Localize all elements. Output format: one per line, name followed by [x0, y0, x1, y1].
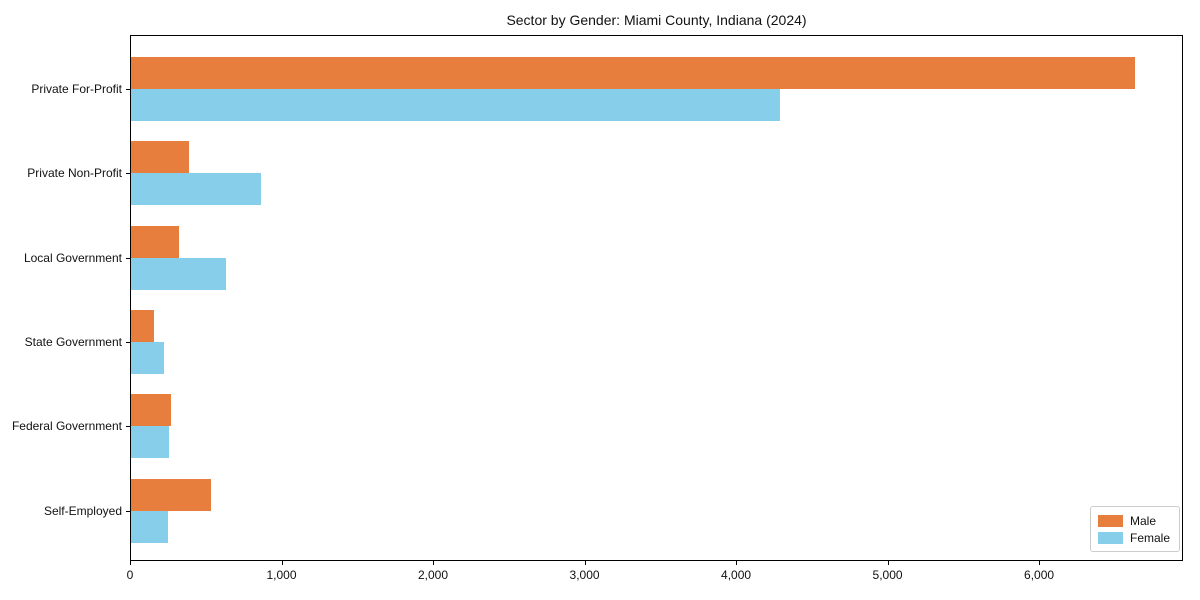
x-tick-label-3000: 3,000 — [569, 568, 600, 582]
bar-female-local-government — [131, 257, 226, 290]
y-tick-label-private-non-profit: Private Non-Profit — [27, 166, 122, 181]
x-tick-mark — [736, 561, 738, 565]
x-tick-mark — [130, 561, 131, 565]
y-tick-mark — [126, 341, 130, 343]
x-tick-label-0: 0 — [126, 568, 134, 582]
x-tick-mark — [1039, 561, 1041, 565]
x-tick-label-1000: 1,000 — [266, 568, 297, 582]
legend-item-male: Male — [1098, 512, 1172, 529]
legend-label-male: Male — [1130, 513, 1157, 528]
legend-label-female: Female — [1130, 530, 1171, 545]
plot-area — [130, 35, 1183, 561]
bar-male-local-government — [131, 225, 179, 258]
y-tick-mark — [126, 89, 130, 90]
x-tick-mark — [584, 561, 586, 565]
y-tick-label-private-for-profit: Private For-Profit — [31, 82, 122, 96]
legend-item-female: Female — [1098, 529, 1172, 546]
y-tick-mark — [126, 510, 130, 512]
chart-title: Sector by Gender: Miami County, Indiana … — [506, 12, 807, 28]
bar-male-state-government — [131, 309, 154, 342]
legend-swatch-female — [1098, 531, 1123, 544]
bar-male-federal-government — [131, 394, 171, 427]
y-tick-mark — [126, 173, 130, 175]
bar-female-private-for-profit — [131, 89, 780, 121]
x-tick-label-4000: 4,000 — [721, 568, 752, 582]
y-tick-mark — [126, 426, 130, 428]
x-tick-mark — [887, 561, 889, 565]
bar-female-private-non-profit — [131, 173, 261, 206]
bar-female-federal-government — [131, 426, 169, 459]
y-tick-label-self-employed: Self-Employed — [43, 503, 122, 518]
legend: Male Female — [1090, 506, 1180, 552]
bar-male-private-non-profit — [131, 141, 189, 174]
y-tick-label-federal-government: Federal Government — [11, 419, 122, 434]
x-tick-label-2000: 2,000 — [418, 568, 449, 582]
x-tick-mark — [281, 561, 283, 565]
bar-male-self-employed — [131, 478, 211, 511]
bar-female-state-government — [131, 341, 164, 374]
y-tick-label-local-government: Local Government — [23, 250, 122, 265]
y-tick-mark — [126, 257, 130, 259]
legend-swatch-male — [1098, 514, 1123, 527]
x-tick-label-5000: 5,000 — [872, 568, 903, 582]
bar-male-private-for-profit — [131, 57, 1135, 89]
y-tick-label-state-government: State Government — [24, 334, 122, 349]
bar-female-self-employed — [131, 510, 168, 543]
x-tick-mark — [433, 561, 435, 565]
x-tick-label-6000: 6,000 — [1024, 568, 1055, 582]
